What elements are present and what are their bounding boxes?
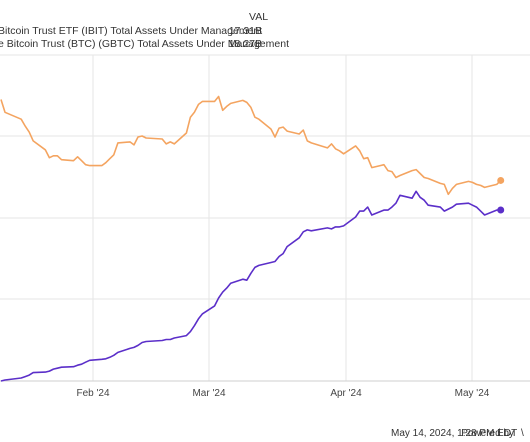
x-axis-ticks: Feb '24 Mar '24 Apr '24 May '24 [76, 388, 489, 399]
x-tick-label: Mar '24 [192, 388, 225, 399]
series-lines [0, 95, 505, 382]
x-tick-label: Apr '24 [330, 388, 362, 399]
legend: VAL Bitcoin Trust ETF (IBIT) Total Asset… [0, 11, 289, 50]
legend-value-gbtc: 18.27B [229, 38, 262, 50]
legend-header: VAL [249, 11, 268, 23]
legend-value-ibit: 17.31B [229, 25, 262, 37]
x-tick-label: May '24 [455, 388, 490, 399]
legend-label-gbtc: e Bitcoin Trust (BTC) (GBTC) Total Asset… [0, 38, 289, 50]
footer-timestamp: May 14, 2024, 1:28 PM EDT [391, 428, 517, 439]
grid [0, 54, 530, 382]
series-end-marker [497, 206, 505, 214]
legend-label-ibit: Bitcoin Trust ETF (IBIT) Total Assets Un… [0, 25, 262, 37]
x-tick-label: Feb '24 [76, 388, 109, 399]
footer-powered-by: Powered by [461, 428, 514, 439]
series-end-marker [497, 176, 505, 184]
series-line [0, 95, 502, 196]
series-line [0, 190, 501, 382]
footer: May 14, 2024, 1:28 PM EDT Powered by \ [391, 428, 524, 439]
footer-logo-mark: \ [521, 428, 524, 439]
